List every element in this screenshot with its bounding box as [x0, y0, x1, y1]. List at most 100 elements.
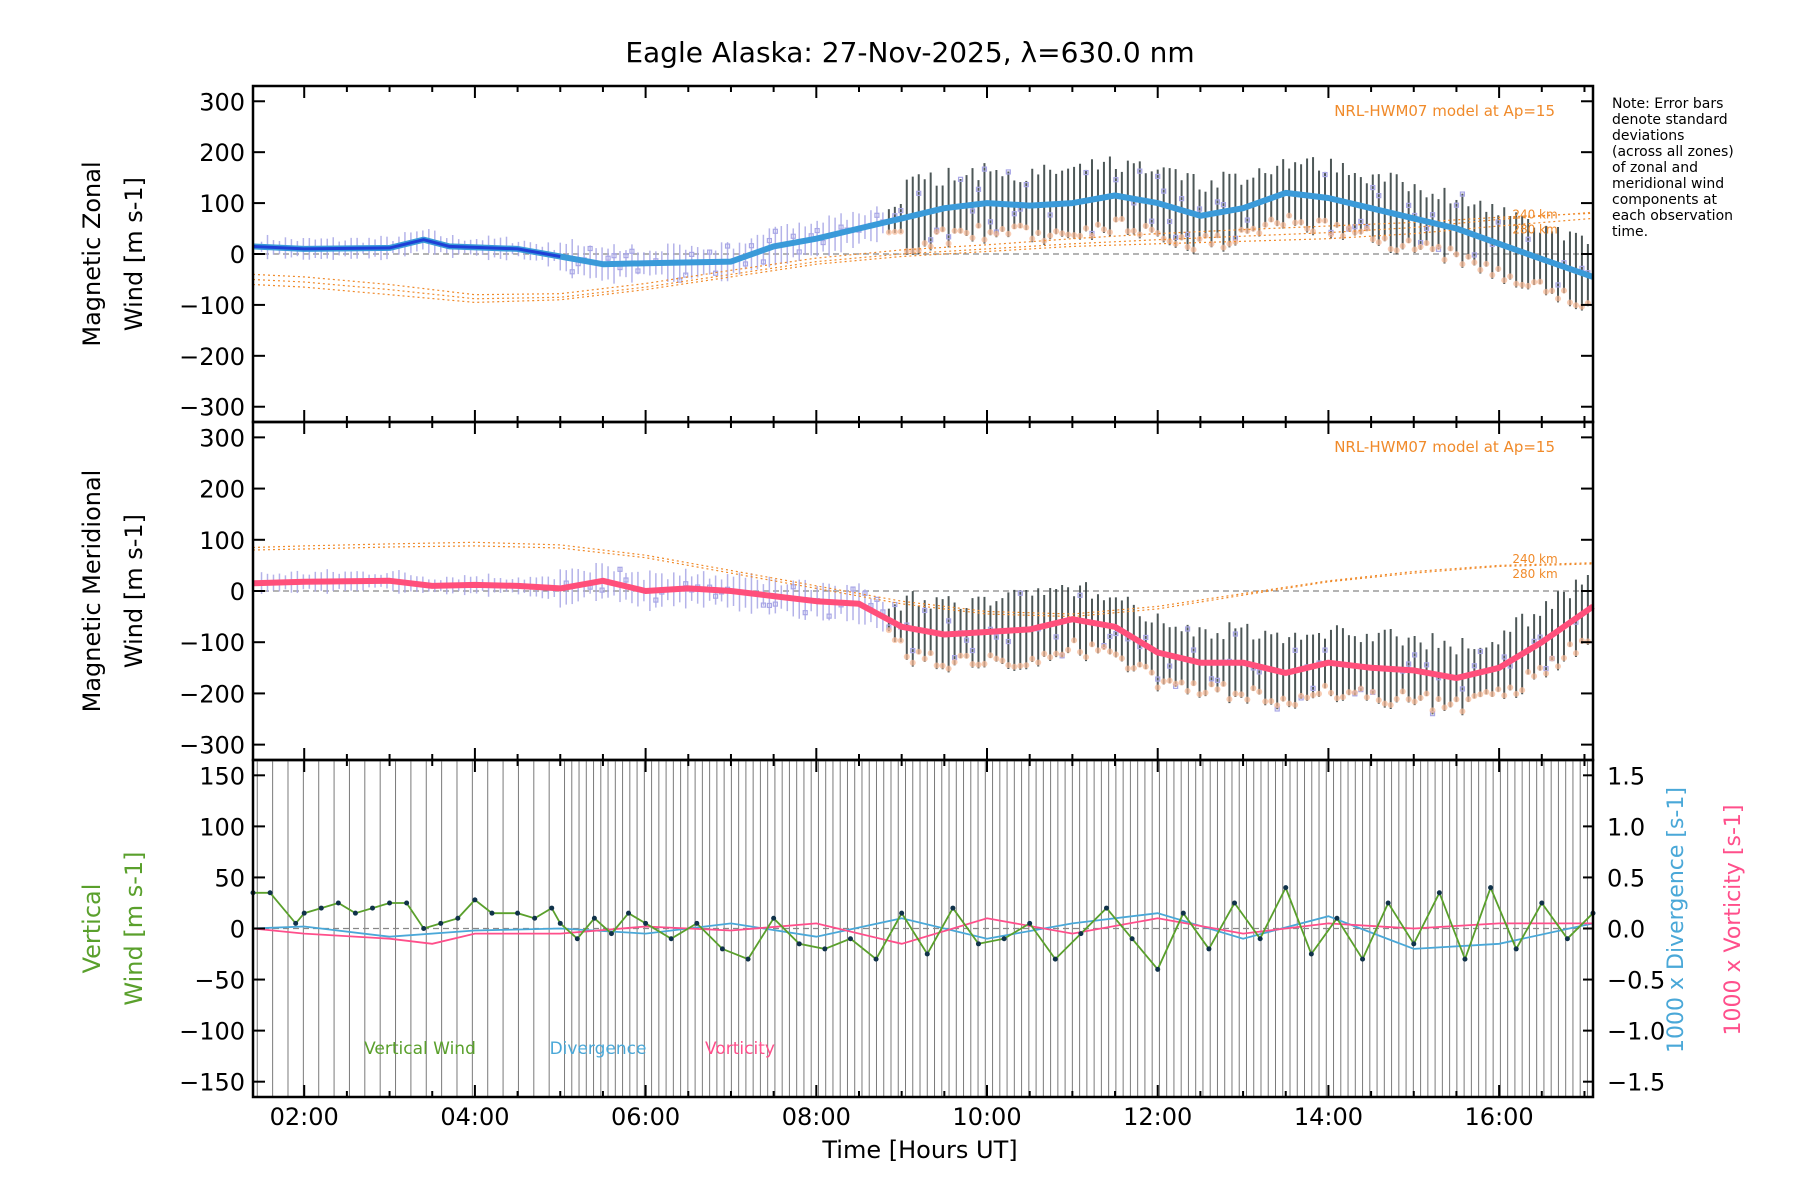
zone-spread-point [1363, 694, 1370, 701]
zone-spread-point [1274, 702, 1281, 709]
zone-spread-point [1166, 238, 1173, 245]
zone-spread-point [1387, 701, 1394, 708]
zone-sample-point [1179, 196, 1185, 202]
zone-sample-point [1429, 212, 1436, 218]
zone-sample-point [1256, 669, 1262, 675]
zone-spread-point [1142, 663, 1149, 670]
meridional-wind-line [252, 577, 1595, 682]
zone-sample-point [1244, 217, 1250, 223]
zone-spread-point [1106, 648, 1113, 655]
zone-sample-point [946, 618, 952, 624]
zone-spread-point [993, 230, 1000, 237]
zone-spread-point [1047, 232, 1054, 239]
vertical-wind-point [301, 910, 307, 916]
zone-sample-point [975, 186, 982, 192]
zone-spread-point [1005, 662, 1012, 669]
zone-sample-point [820, 239, 826, 246]
zone-spread-point [1220, 244, 1227, 251]
vertical-wind-point [1206, 946, 1212, 952]
vertical-wind-point [1027, 920, 1033, 926]
zone-sample-point [916, 190, 922, 196]
zone-spread-point [1519, 687, 1526, 694]
model-altitude-label: 240 km [1512, 207, 1557, 221]
vertical-wind-point [1155, 966, 1161, 972]
zone-sample-point [1406, 661, 1412, 667]
y-axis-label: Magnetic Meridional [78, 470, 106, 713]
zone-spread-point [1160, 235, 1167, 242]
zone-spread-point [1088, 641, 1095, 648]
zone-spread-point [1537, 278, 1544, 285]
vertical-wind-point [472, 897, 478, 903]
zone-spread-point [1029, 655, 1036, 662]
y-axis-label: Wind [m s-1] [120, 851, 148, 1005]
zone-spread-point [1077, 232, 1084, 239]
zone-spread-point [1023, 224, 1030, 231]
zone-spread-point [1399, 688, 1406, 695]
y-tick-label: −200 [179, 680, 245, 708]
zone-spread-point [1441, 256, 1448, 263]
vertical-wind-point [1180, 910, 1186, 916]
zone-sample-point [1310, 685, 1316, 691]
zone-spread-point [1154, 230, 1161, 237]
zone-spread-point [1053, 228, 1060, 235]
zone-sample-point [1453, 202, 1460, 208]
zone-sample-point [1501, 654, 1507, 660]
zone-sample-point [1113, 630, 1119, 637]
zone-spread-point [1154, 684, 1161, 691]
zonal-wind-line [252, 189, 1594, 280]
vertical-wind-point [1411, 941, 1417, 947]
zone-spread-point [1447, 245, 1454, 252]
vertical-wind-point [924, 951, 930, 957]
zone-spread-point [1555, 295, 1562, 302]
zone-sample-point [1525, 236, 1531, 242]
zone-sample-point [838, 224, 844, 230]
y2-tick-label: −0.5 [1607, 967, 1665, 995]
vertical-wind-point [557, 920, 563, 926]
zone-sample-point [850, 586, 856, 592]
zone-sample-point [1292, 647, 1298, 653]
zone-spread-point [903, 247, 910, 254]
zone-spread-point [1059, 230, 1066, 237]
zone-sample-point [1423, 225, 1430, 232]
zone-spread-point [1316, 690, 1323, 697]
zone-sample-point [1155, 173, 1161, 180]
vertical-wind-point [267, 890, 273, 896]
zone-spread-point [1094, 221, 1101, 228]
y-tick-label: −300 [179, 732, 245, 760]
zone-spread-point [1483, 260, 1490, 267]
zone-sample-point [1184, 231, 1191, 238]
vertical-wind-point [532, 915, 538, 921]
zone-spread-point [1560, 655, 1567, 662]
vertical-wind-point [574, 936, 580, 942]
zone-sample-point [1471, 252, 1477, 258]
zone-sample-point [1358, 218, 1364, 225]
model-curve [252, 211, 1594, 300]
x-tick-label: 16:00 [1465, 1103, 1534, 1131]
zone-sample-point [707, 249, 713, 255]
zone-spread-point [1441, 704, 1448, 711]
zone-spread-point [1405, 696, 1412, 703]
vertical-wind-point [1513, 946, 1519, 952]
vertical-wind-point [421, 926, 427, 931]
zone-spread-point [981, 660, 988, 667]
zone-spread-point [885, 229, 892, 236]
x-tick-label: 02:00 [270, 1103, 339, 1131]
vertical-wind-point [899, 910, 905, 916]
zone-sample-point [760, 602, 766, 608]
zone-spread-point [1495, 265, 1502, 272]
zone-sample-point [1137, 168, 1143, 174]
zone-spread-point [1423, 240, 1430, 247]
zone-spread-point [1148, 226, 1155, 233]
zone-sample-point [599, 587, 605, 593]
y-tick-label: −200 [179, 343, 245, 371]
zone-spread-point [1531, 279, 1538, 286]
zone-sample-point [963, 637, 970, 643]
zone-sample-point [742, 261, 749, 267]
y2-tick-label: 1.5 [1607, 762, 1645, 790]
zone-sample-point [635, 268, 641, 274]
zone-spread-point [1417, 243, 1424, 250]
zone-spread-point [1268, 698, 1275, 705]
zone-sample-point [772, 601, 778, 607]
note-line: denote standard [1612, 112, 1728, 128]
